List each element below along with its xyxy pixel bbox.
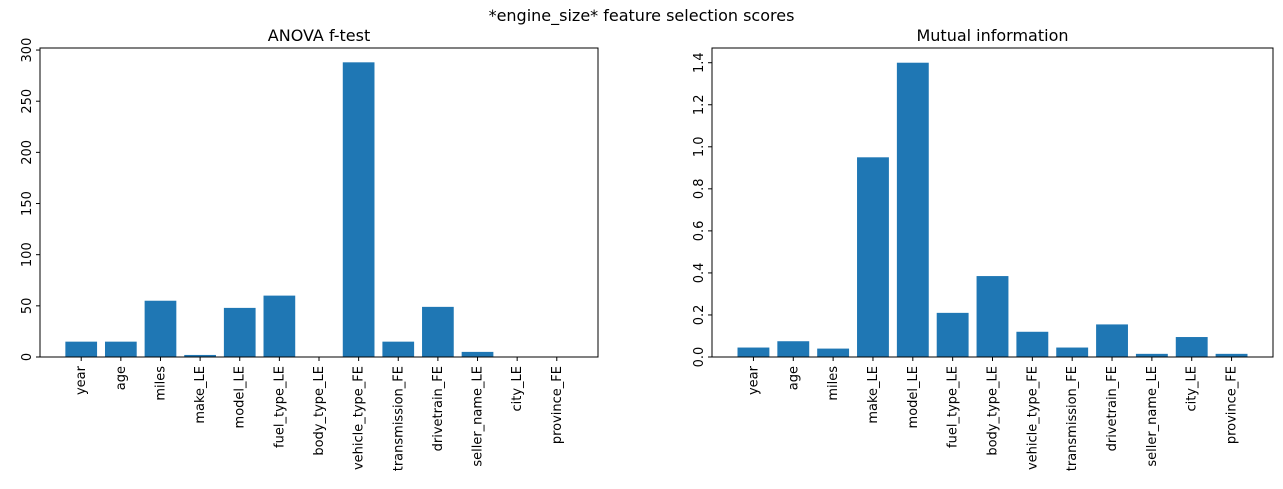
panel-2-xtick-label: seller_name_LE [1145, 366, 1160, 467]
panel-1-bar-model_LE [224, 308, 256, 357]
panel-2-ytick-label: 0.2 [692, 305, 707, 326]
panel-2-bar-year [738, 348, 770, 357]
panel-1-xtick-label: fuel_type_LE [272, 366, 287, 448]
panel-2-bar-make_LE [857, 157, 889, 357]
panel-1-xtick-label: drivetrain_FE [431, 366, 446, 451]
panel-2-ytick-label: 1.2 [692, 94, 707, 115]
panel-2-xtick-label: province_FE [1225, 366, 1240, 444]
panel-1-xtick-label: miles [153, 366, 168, 401]
panel-2-ytick-label: 1.4 [692, 52, 707, 73]
panel-2-bar-drivetrain_FE [1096, 324, 1128, 357]
panel-2-xtick-label: make_LE [866, 366, 881, 424]
panel-2-bar-age [777, 341, 809, 357]
panel-2-xtick-label: model_LE [906, 366, 921, 428]
panel-2-xtick-label: age [786, 366, 801, 390]
panel-1-axes-frame [40, 48, 598, 357]
panel-2-xtick-label: year [746, 365, 761, 395]
panel-1-xtick-label: transmission_FE [391, 366, 406, 471]
panel-2-bar-body_type_LE [977, 276, 1009, 357]
panel-1-bar-miles [145, 301, 177, 357]
panel-1-xtick-label: seller_name_LE [471, 366, 486, 467]
panel-2-bar-model_LE [897, 63, 929, 357]
panel-1-ytick-label: 300 [20, 38, 35, 63]
panel-1-xtick-label: province_FE [550, 366, 565, 444]
panel-1-xtick-label: body_type_LE [312, 366, 327, 456]
panel-2-xtick-label: fuel_type_LE [946, 366, 961, 448]
panel-2-xtick-label: city_LE [1185, 366, 1200, 412]
panel-2-bar-vehicle_type_FE [1016, 332, 1048, 357]
panel-1-ytick-label: 250 [20, 89, 35, 114]
panel-2-bar-miles [817, 349, 849, 357]
panel-1-bar-drivetrain_FE [422, 307, 454, 357]
panel-1-ytick-label: 50 [20, 298, 35, 315]
panel-2-title: Mutual information [916, 26, 1068, 45]
panel-1-ytick-label: 200 [20, 140, 35, 165]
panel-2-xtick-label: drivetrain_FE [1105, 366, 1120, 451]
panel-2-ytick-label: 0.6 [692, 221, 707, 242]
panel-2-bar-city_LE [1176, 337, 1208, 357]
panel-1-bar-year [65, 342, 97, 357]
panel-2-xtick-label: transmission_FE [1065, 366, 1080, 471]
panel-1-xtick-label: city_LE [510, 366, 525, 412]
panel-2-bar-fuel_type_LE [937, 313, 969, 357]
panel-1-bar-seller_name_LE [462, 352, 494, 357]
panel-2-ytick-label: 1.0 [692, 136, 707, 157]
panel-2-ytick-label: 0.8 [692, 178, 707, 199]
panel-1-bar-vehicle_type_FE [343, 62, 375, 357]
panel-2-ytick-label: 0.4 [692, 263, 707, 284]
panel-1-ytick-label: 150 [20, 191, 35, 216]
panel-1-xtick-label: age [114, 366, 129, 390]
panel-2-xtick-label: vehicle_type_FE [1025, 366, 1040, 470]
panel-1-title: ANOVA f-test [268, 26, 370, 45]
panel-2-bar-transmission_FE [1056, 348, 1088, 357]
panel-2-xtick-label: body_type_LE [986, 366, 1001, 456]
panel-1-xtick-label: vehicle_type_FE [352, 366, 367, 470]
panel-1-xtick-label: year [74, 365, 89, 395]
panel-1-ytick-label: 0 [20, 353, 35, 361]
panel-1-bar-transmission_FE [382, 342, 414, 357]
panel-1-ytick-label: 100 [20, 242, 35, 267]
panel-1-xtick-label: model_LE [233, 366, 248, 428]
panel-2-xtick-label: miles [826, 366, 841, 401]
panel-1-bar-fuel_type_LE [264, 296, 296, 357]
panel-2-ytick-label: 0.0 [692, 347, 707, 368]
panel-1-xtick-label: make_LE [193, 366, 208, 424]
panel-1-bar-age [105, 342, 137, 357]
